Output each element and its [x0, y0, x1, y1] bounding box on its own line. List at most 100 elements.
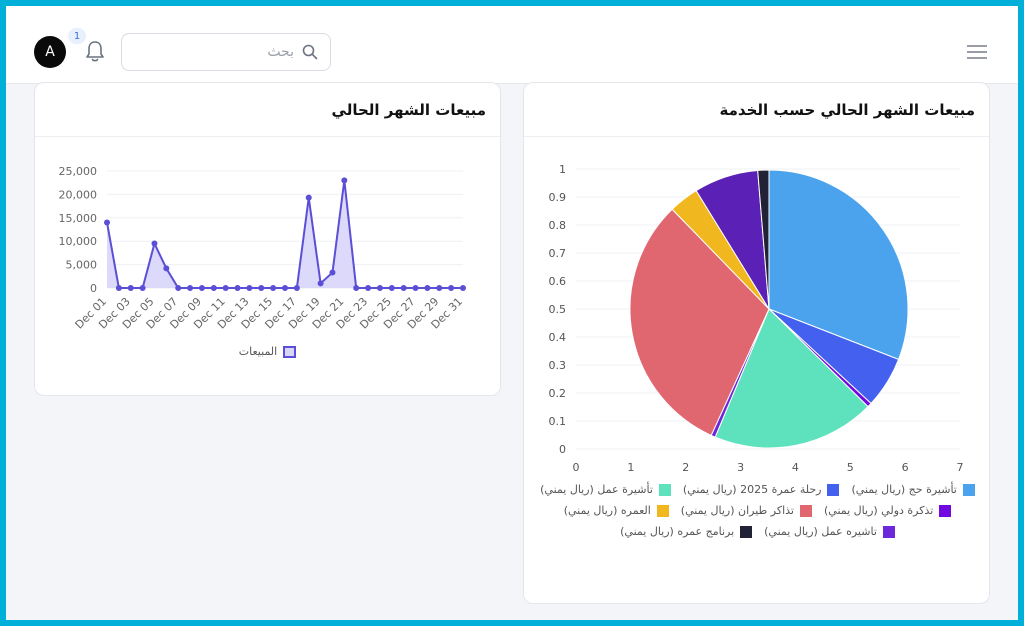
data-point — [222, 285, 229, 291]
data-point — [460, 285, 466, 291]
data-point — [210, 285, 217, 291]
data-point — [400, 285, 407, 291]
legend-swatch — [283, 345, 297, 358]
y-tick-label: 0.2 — [549, 387, 567, 400]
pie-legend: تأشيرة حج (ريال يمني) رحلة عمرة 2025 (ريا… — [534, 483, 981, 538]
data-point — [175, 285, 182, 291]
legend-item[interactable]: برنامج عمره (ريال يمني) — [620, 525, 753, 538]
data-point — [115, 285, 122, 291]
legend-swatch — [658, 483, 671, 496]
data-point — [365, 285, 372, 291]
data-point — [293, 285, 300, 291]
legend-swatch — [962, 483, 975, 496]
avatar[interactable]: A — [34, 36, 66, 68]
data-point — [270, 285, 277, 291]
data-point — [258, 285, 265, 291]
x-tick-label: 5 — [847, 461, 854, 474]
legend-item[interactable]: تأشيرة حج (ريال يمني) — [851, 483, 975, 496]
data-point — [282, 285, 288, 291]
data-point — [187, 285, 194, 291]
legend-item[interactable]: تاشيره عمل (ريال يمني) — [764, 525, 895, 538]
data-point — [341, 177, 348, 184]
y-tick-label: 0.5 — [549, 303, 567, 316]
legend-swatch — [656, 504, 669, 517]
legend-label: تاشيره عمل (ريال يمني) — [764, 525, 877, 538]
search-icon[interactable] — [302, 44, 318, 60]
data-point — [198, 285, 205, 291]
y-tick-label: 25,000 — [59, 165, 98, 178]
y-tick-label: 0 — [90, 282, 97, 295]
legend-label: تأشيرة عمل (ريال يمني) — [540, 483, 653, 496]
legend-label: رحلة عمرة 2025 (ريال يمني) — [682, 483, 822, 496]
app-frame: A 1 مبيعات الشهر الحالي 0 5,000 10,000 15,0… — [6, 6, 1018, 620]
data-point — [424, 285, 431, 291]
x-tick-label: 2 — [682, 461, 689, 474]
data-point — [388, 285, 395, 291]
data-point — [353, 285, 360, 291]
y-tick-label: 0.3 — [549, 359, 567, 372]
data-point — [151, 240, 158, 247]
legend-swatch — [882, 525, 895, 538]
x-tick-label: 0 — [573, 461, 580, 474]
series-area — [107, 180, 463, 288]
data-point — [376, 285, 383, 291]
pie-slice — [757, 169, 770, 310]
legend-label: برنامج عمره (ريال يمني) — [620, 525, 735, 538]
data-point — [127, 285, 134, 291]
menu-icon[interactable] — [966, 44, 988, 60]
legend-swatch — [740, 525, 753, 538]
y-tick-label: 20,000 — [59, 188, 98, 201]
data-point — [234, 285, 241, 291]
legend-item[interactable]: رحلة عمرة 2025 (ريال يمني) — [683, 483, 840, 496]
pie-slice — [768, 169, 909, 361]
x-tick-label: 6 — [902, 461, 909, 474]
y-tick-label: 0.7 — [549, 247, 567, 260]
search-box[interactable] — [121, 33, 331, 71]
data-point — [412, 285, 419, 291]
current-month-sales-card: مبيعات الشهر الحالي 0 5,000 10,000 15,000 20… — [34, 82, 501, 396]
sales-pie-chart: 0 0.1 0.2 0.3 0.4 0.5 0.6 0.7 0.8 0.9 1 0 1 2 3 4 5 6 7 — [549, 163, 964, 474]
y-tick-label: 15,000 — [59, 212, 98, 225]
data-point — [104, 219, 110, 226]
sales-by-service-card: مبيعات الشهر الحالي حسب الخدمة 0 0.1 0.2 0.… — [523, 82, 990, 604]
y-tick-label: 0.8 — [549, 219, 567, 232]
x-tick-label: 1 — [627, 461, 634, 474]
x-tick-label: 4 — [792, 461, 799, 474]
legend-label: تذكرة دولي (ريال يمني) — [823, 504, 934, 517]
y-tick-label: 5,000 — [66, 259, 98, 272]
search-input[interactable] — [144, 44, 294, 60]
data-point — [317, 280, 324, 287]
legend-item[interactable]: تذكرة دولي (ريال يمني) — [823, 504, 952, 517]
data-point — [329, 269, 336, 276]
pie-slice — [714, 308, 869, 449]
card-title: مبيعات الشهر الحالي حسب الخدمة — [524, 83, 989, 137]
data-point — [139, 285, 146, 291]
legend-label: تأشيرة حج (ريال يمني) — [851, 483, 957, 496]
data-point — [448, 285, 455, 291]
data-point — [305, 194, 312, 201]
y-tick-label: 1 — [559, 163, 566, 176]
y-tick-label: 0.4 — [549, 331, 567, 344]
data-point — [163, 265, 170, 272]
chart-legend[interactable]: المبيعات — [35, 345, 500, 358]
x-tick-label: 7 — [957, 461, 964, 474]
legend-swatch — [939, 504, 952, 517]
bell-icon[interactable] — [84, 39, 106, 63]
y-tick-label: 10,000 — [59, 235, 98, 248]
legend-label: تذاكر طيران (ريال يمني) — [680, 504, 794, 517]
y-tick-label: 0 — [559, 443, 566, 456]
legend-item[interactable]: تذاكر طيران (ريال يمني) — [681, 504, 812, 517]
legend-item[interactable]: تأشيرة عمل (ريال يمني) — [540, 483, 671, 496]
y-tick-label: 0.1 — [549, 415, 567, 428]
legend-item[interactable]: العمره (ريال يمني) — [564, 504, 669, 517]
legend-label: المبيعات — [238, 345, 278, 358]
top-bar: A 1 — [6, 6, 1018, 84]
data-point — [246, 285, 253, 291]
legend-swatch — [799, 504, 812, 517]
legend-swatch — [827, 483, 840, 496]
y-tick-label: 0.9 — [549, 191, 567, 204]
pie-slice — [629, 208, 770, 437]
card-title: مبيعات الشهر الحالي — [35, 83, 500, 137]
data-point — [436, 285, 443, 291]
